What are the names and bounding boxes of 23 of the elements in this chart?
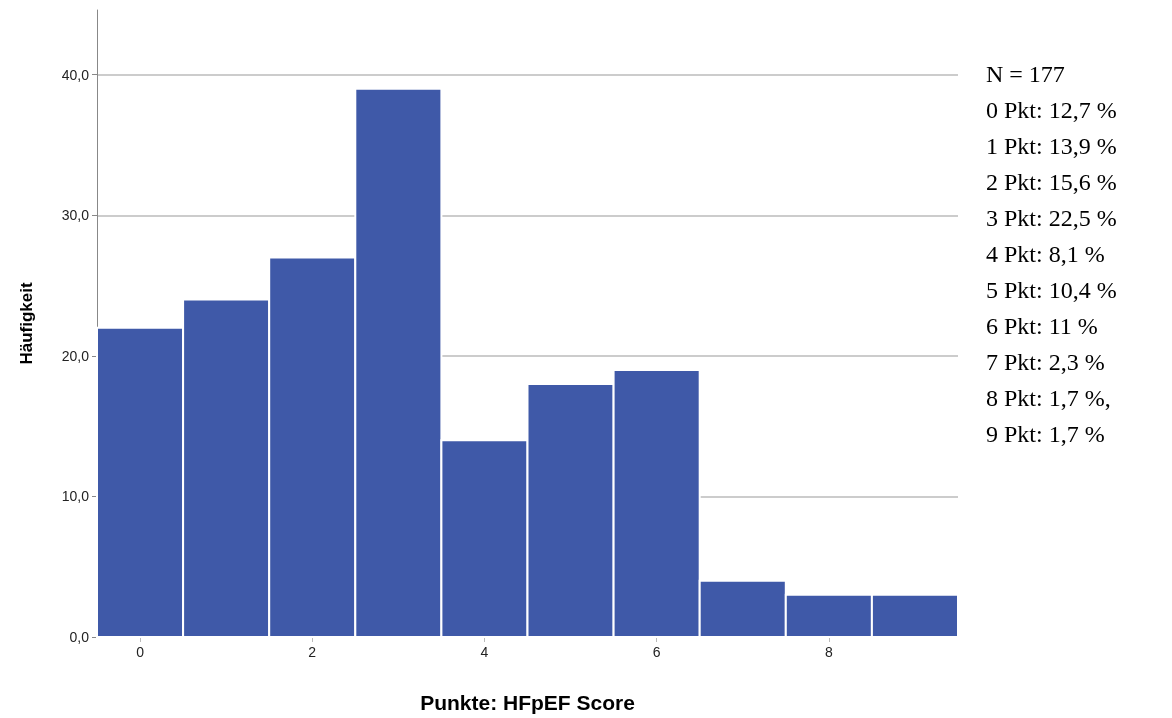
x-tick-label: 2 bbox=[308, 644, 317, 660]
x-tick-label: 0 bbox=[136, 644, 145, 660]
text: 1 Pkt: 13,9 % bbox=[986, 133, 1117, 159]
y-tick-label: 10,0 bbox=[61, 488, 90, 505]
text: 2 Pkt: 15,6 % bbox=[986, 169, 1117, 195]
text: 0 Pkt: 12,7 % bbox=[986, 97, 1117, 123]
text: 8 Pkt: 1,7 %, bbox=[986, 385, 1111, 411]
text: 3 Pkt: 22,5 % bbox=[986, 205, 1117, 231]
y-tick-label: 30,0 bbox=[61, 207, 90, 224]
text: 9 Pkt: 1,7 % bbox=[986, 421, 1105, 447]
text: 7 Pkt: 2,3 % bbox=[986, 349, 1105, 375]
x-tick-label: 8 bbox=[824, 644, 833, 660]
text: N = 177 bbox=[986, 61, 1065, 87]
text: 6 Pkt: 11 % bbox=[986, 313, 1098, 339]
y-axis-title: Häufigkeit bbox=[17, 282, 36, 365]
x-axis-title: Punkte: HFpEF Score bbox=[420, 691, 635, 714]
y-tick-label: 20,0 bbox=[61, 347, 90, 364]
text: 5 Pkt: 10,4 % bbox=[986, 277, 1117, 303]
y-tick-label: 40,0 bbox=[61, 66, 90, 83]
y-tick-label: 0,0 bbox=[69, 629, 90, 645]
x-tick-label: 4 bbox=[480, 644, 489, 660]
text: 4 Pkt: 8,1 % bbox=[986, 241, 1105, 267]
x-tick-label: 6 bbox=[652, 644, 661, 660]
